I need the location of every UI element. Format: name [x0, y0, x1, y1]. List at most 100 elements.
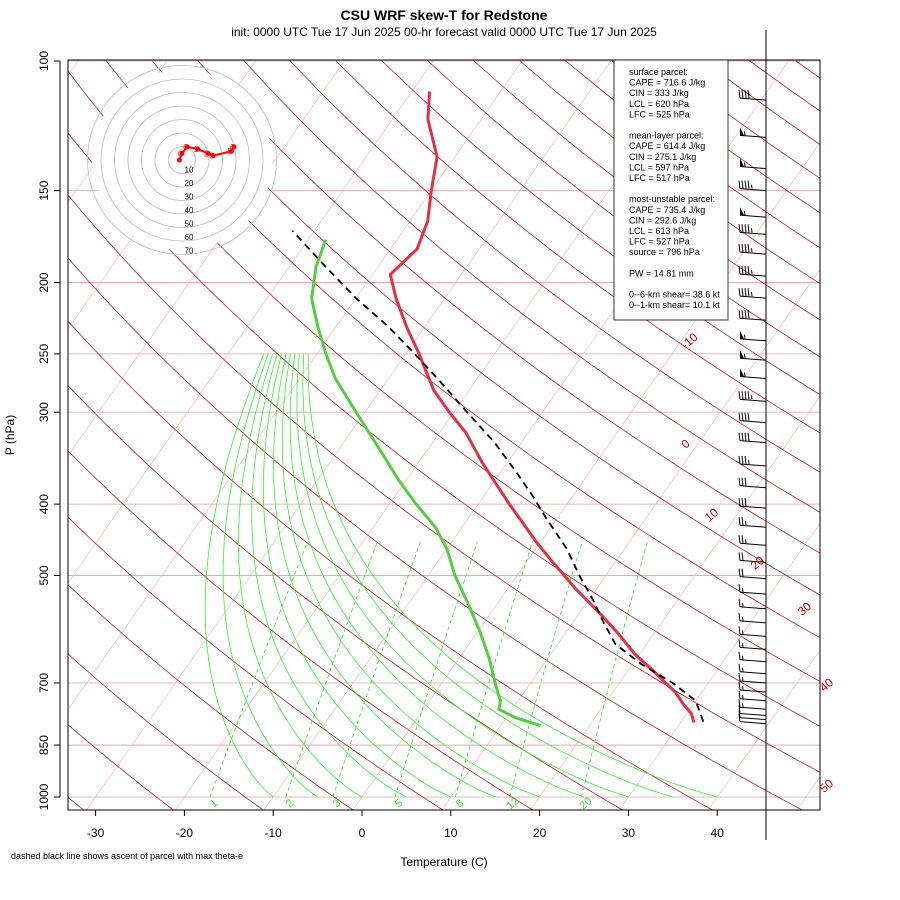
- y-tick-label: 150: [37, 180, 51, 200]
- wind-barb: [738, 224, 767, 235]
- info-box-line: LCL = 597 hPa: [629, 162, 689, 172]
- hodograph-ring: [114, 92, 250, 228]
- x-tick-label: 40: [711, 826, 725, 840]
- wind-barb: [738, 477, 767, 489]
- hodograph-ring-label: 40: [185, 206, 194, 215]
- dry-adiabat: [68, 584, 354, 810]
- wind-barb: [738, 412, 767, 424]
- dry-adiabat: [151, 60, 820, 596]
- y-tick-label: 1000: [37, 783, 51, 810]
- moist-adiabat: [307, 353, 718, 798]
- dry-adiabat: [68, 653, 264, 810]
- dry-adiabat: [105, 60, 820, 639]
- wind-barb: [738, 310, 767, 321]
- wind-barb: [739, 368, 767, 379]
- wind-barb: [738, 498, 767, 509]
- hodograph-point-label: 0: [178, 149, 183, 158]
- dry-adiabat: [842, 61, 900, 813]
- wind-barb: [739, 207, 767, 218]
- wind-barb: [738, 612, 767, 624]
- wind-barb: [738, 663, 767, 675]
- wind-barb: [738, 552, 767, 563]
- x-axis-label: Temperature (C): [400, 855, 487, 869]
- mixing-ratio-line: [394, 541, 478, 798]
- wind-barb: [738, 432, 767, 444]
- wind-barb: [738, 705, 767, 717]
- isotherm-line: [352, 142, 820, 810]
- hodograph-point: [205, 150, 211, 156]
- dry-adiabat: [795, 60, 820, 79]
- hodograph-point: [176, 157, 182, 163]
- y-axis: 100 150 200 250 300 400 500 700 850 1000: [37, 51, 61, 810]
- dry-adiabat: [289, 60, 820, 473]
- mixing-ratio-line: [454, 541, 533, 798]
- x-tick-label: -10: [265, 826, 283, 840]
- mixing-ratio-line: [209, 541, 308, 798]
- wind-barb: [739, 158, 767, 170]
- wind-barb: [739, 127, 767, 138]
- isotherm-line: [86, 60, 612, 810]
- dry-adiabat: [703, 60, 820, 145]
- dry-adiabat: [68, 257, 804, 810]
- wind-barb: [738, 90, 767, 101]
- wind-barb: [738, 713, 767, 725]
- hodograph-point: [179, 150, 185, 156]
- hodograph-ring: [141, 119, 223, 201]
- info-box-line: 0--1-km shear= 10.1 kt: [629, 300, 720, 310]
- wind-barb: [738, 699, 767, 710]
- dry-adiabat: [68, 194, 820, 773]
- hodograph-point: [210, 153, 216, 159]
- info-box-line: CIN = 292.6 J/kg: [629, 215, 696, 225]
- x-tick-label: 20: [533, 826, 547, 840]
- moist-adiabat: [222, 353, 318, 798]
- isotherm-label: 10: [702, 505, 721, 525]
- y-tick-label: 850: [37, 735, 51, 755]
- dry-adiabat: [335, 60, 820, 434]
- wind-barb: [738, 391, 767, 402]
- wind-barb: [738, 455, 767, 467]
- info-box-line: CAPE = 614.4 J/kg: [629, 141, 705, 151]
- hodograph-ring: [127, 105, 237, 215]
- dewpoint-line: [310, 239, 542, 728]
- isotherm-line: [68, 60, 435, 584]
- wind-barb: [738, 288, 767, 299]
- moist-adiabat: [272, 353, 496, 798]
- info-box-line: CAPE = 735.4 J/kg: [629, 205, 705, 215]
- dry-adiabat: [243, 60, 820, 513]
- wind-barb: [738, 681, 767, 693]
- isotherm-line: [68, 60, 524, 711]
- parcel-line: [291, 229, 705, 723]
- info-box-line: LCL = 620 hPa: [629, 99, 689, 109]
- dry-adiabat: [68, 70, 820, 682]
- wind-barb: [738, 690, 767, 702]
- wind-barb: [738, 535, 767, 546]
- isotherm-line: [796, 776, 820, 810]
- x-tick-label: 0: [359, 826, 366, 840]
- hodograph-ring-label: 60: [185, 233, 194, 242]
- isotherm-line: [618, 522, 820, 810]
- isotherm-line: [0, 45, 1, 813]
- hodograph-point-label: 5: [227, 147, 232, 156]
- moist-adiabat: [237, 353, 363, 798]
- wind-barb: [739, 350, 767, 361]
- dry-adiabat: [68, 450, 534, 810]
- mixing-ratio-label: 3: [331, 797, 343, 810]
- mixing-ratio-line: [581, 541, 648, 798]
- y-tick-label: 200: [37, 272, 51, 292]
- hodograph-point-label: 3: [209, 152, 214, 161]
- wind-barb: [739, 330, 767, 342]
- dry-adiabat: [197, 60, 820, 554]
- series-layer: [291, 91, 705, 728]
- x-tick-label: -20: [176, 826, 194, 840]
- hodograph-ring-label: 20: [185, 179, 194, 188]
- y-tick-label: 300: [37, 402, 51, 422]
- moist-adiabat: [302, 353, 673, 798]
- wind-barb: [738, 584, 767, 595]
- dry-adiabat: [68, 384, 624, 810]
- wind-barb: [738, 651, 767, 663]
- info-box-line: CAPE = 716.6 J/kg: [629, 78, 705, 88]
- y-tick-label: 700: [37, 673, 51, 693]
- moist-adiabat: [281, 353, 540, 798]
